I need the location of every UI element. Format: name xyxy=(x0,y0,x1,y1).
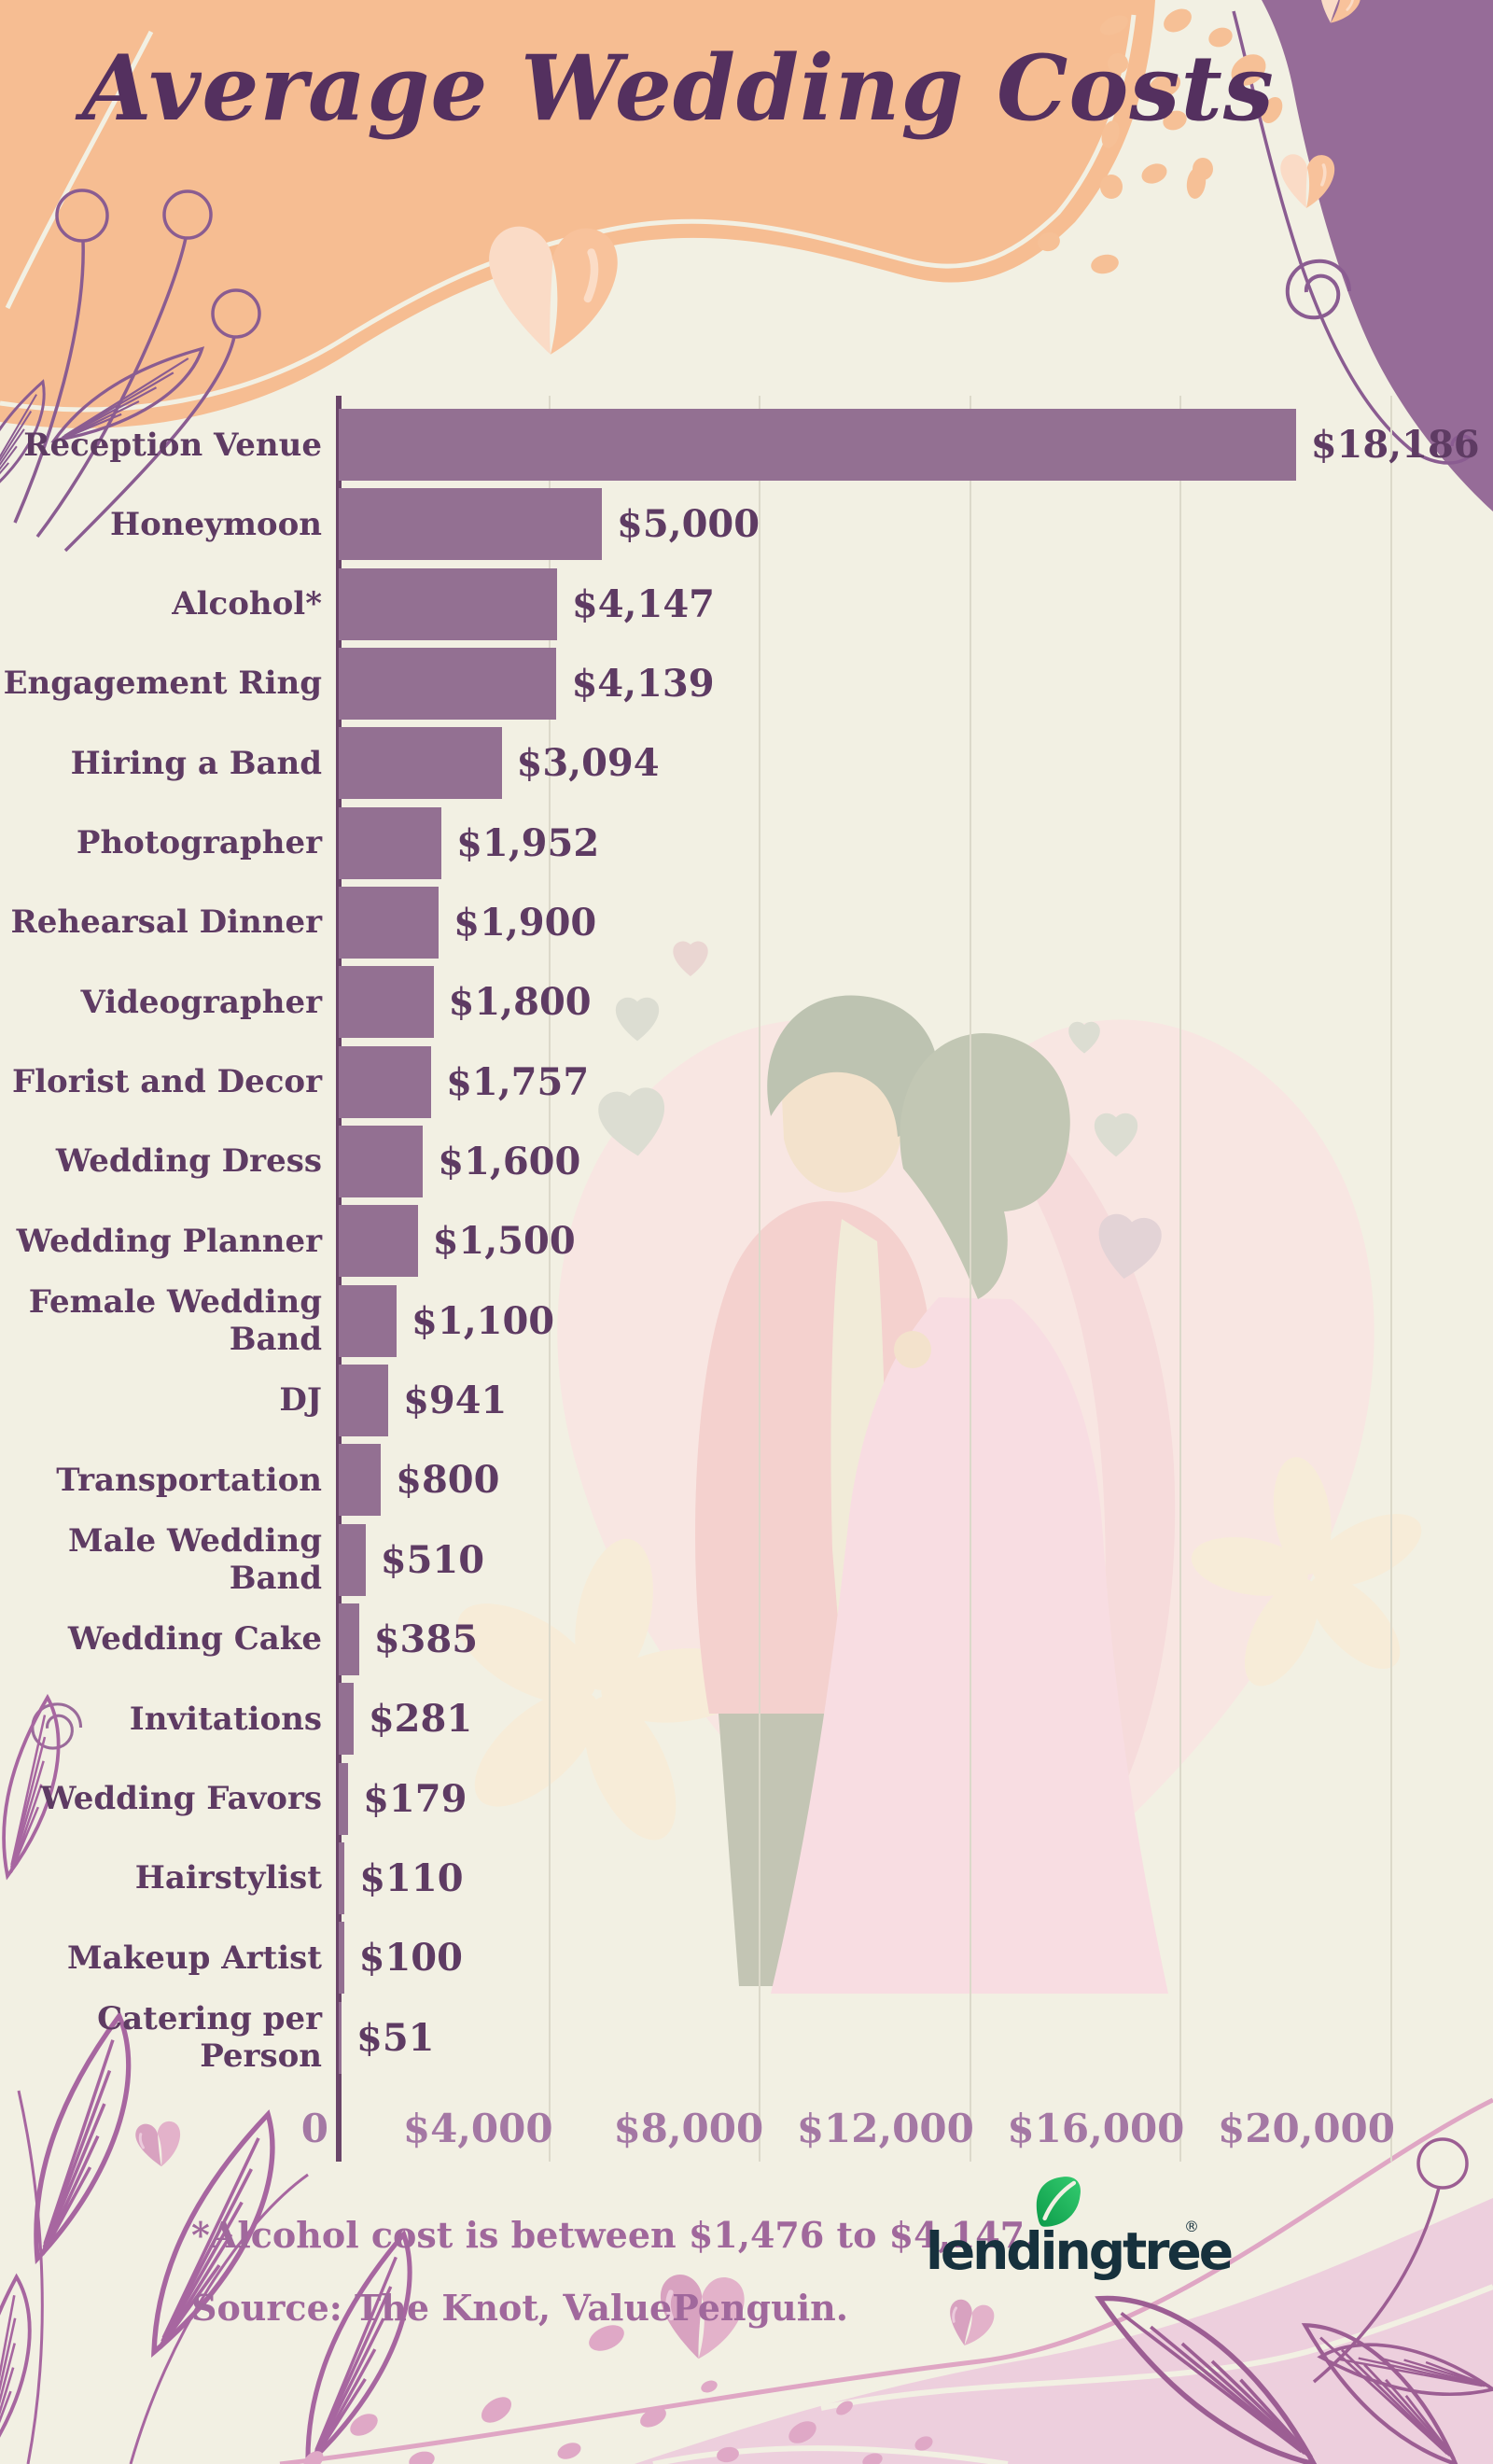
bar xyxy=(339,1523,366,1596)
bar xyxy=(339,727,502,800)
category-label: Photographer xyxy=(76,824,322,862)
bar xyxy=(339,567,557,640)
gridline xyxy=(759,396,761,2162)
category-label: Florist and Decor xyxy=(11,1063,322,1101)
value-label: $4,139 xyxy=(571,661,715,706)
category-label: Honeymoon xyxy=(110,505,322,543)
bar xyxy=(339,1922,344,1995)
value-label: $800 xyxy=(396,1458,500,1503)
bar xyxy=(339,1683,354,1756)
bar xyxy=(339,2001,342,2074)
value-label: $4,147 xyxy=(571,581,715,626)
x-axis-tick-label: $4,000 xyxy=(402,2106,553,2151)
gridline xyxy=(1390,396,1392,2162)
x-axis-tick-label: $12,000 xyxy=(796,2106,974,2151)
pink-hearts-and-petals xyxy=(133,2118,998,2464)
category-label: Alcohol* xyxy=(172,585,322,623)
value-label: $179 xyxy=(363,1776,467,1821)
value-label: $51 xyxy=(356,2015,435,2060)
value-label: $18,186 xyxy=(1310,423,1480,467)
bar xyxy=(339,1045,432,1118)
bar xyxy=(339,1603,359,1675)
bar xyxy=(339,1841,345,1914)
category-label: Catering per Person xyxy=(97,2000,322,2076)
bar xyxy=(339,1205,418,1278)
lendingtree-logo: lendingtree ® xyxy=(926,2177,1234,2281)
category-label: Hairstylist xyxy=(134,1859,322,1897)
category-label: Engagement Ring xyxy=(3,665,322,703)
bar xyxy=(339,806,442,879)
value-label: $385 xyxy=(373,1617,479,1661)
category-label: Makeup Artist xyxy=(67,1939,322,1977)
value-label: $1,100 xyxy=(412,1298,555,1343)
bar xyxy=(339,886,440,959)
peach-confetti xyxy=(1038,8,1283,274)
bar xyxy=(339,1284,398,1357)
footnote-alcohol: *Alcohol cost is between $1,476 to $4,14… xyxy=(191,2214,1038,2256)
lendingtree-wordmark: lendingtree xyxy=(926,2221,1234,2281)
gridline xyxy=(969,396,971,2162)
category-label: Female Wedding Band xyxy=(28,1283,322,1359)
bar xyxy=(339,966,434,1039)
category-label: Wedding Dress xyxy=(55,1142,322,1181)
y-axis-line xyxy=(336,396,342,2162)
category-label: Reception Venue xyxy=(23,426,322,464)
peach-blob xyxy=(0,0,1155,428)
category-label: Wedding Planner xyxy=(16,1222,322,1260)
value-label: $1,952 xyxy=(456,820,600,865)
category-label: Rehearsal Dinner xyxy=(10,903,323,942)
category-label: DJ xyxy=(279,1381,322,1420)
branch-line-art-bottom-left xyxy=(0,1695,467,2464)
value-label: $3,094 xyxy=(516,741,660,786)
bar xyxy=(339,1444,382,1517)
category-label: Invitations xyxy=(129,1700,322,1738)
bar xyxy=(339,488,602,561)
bar xyxy=(339,1762,349,1835)
registered-mark: ® xyxy=(1184,2218,1199,2235)
value-label: $1,757 xyxy=(446,1059,590,1104)
value-label: $510 xyxy=(380,1537,485,1582)
lendingtree-leaf-icon xyxy=(1036,2177,1081,2227)
gridline xyxy=(548,396,551,2162)
category-label: Wedding Favors xyxy=(40,1780,322,1818)
x-axis-tick-label: 0 xyxy=(300,2106,328,2151)
value-label: $1,500 xyxy=(432,1219,576,1264)
page-title: Average Wedding Costs xyxy=(82,35,1275,141)
category-label: Male Wedding Band xyxy=(67,1522,322,1598)
category-label: Transportation xyxy=(56,1461,322,1499)
value-label: $100 xyxy=(358,1936,463,1981)
x-axis-tick-label: $8,000 xyxy=(613,2106,764,2151)
branch-line-art-bottom-right xyxy=(1099,2137,1493,2464)
bar xyxy=(339,647,557,720)
value-label: $1,800 xyxy=(448,980,592,1025)
value-label: $281 xyxy=(368,1697,473,1742)
gridline xyxy=(1179,396,1182,2162)
value-label: $5,000 xyxy=(617,502,760,547)
bar xyxy=(339,1125,424,1197)
purple-corner-blob xyxy=(1232,0,1493,511)
value-label: $1,600 xyxy=(438,1139,581,1183)
bar xyxy=(339,1364,389,1436)
category-label: Hiring a Band xyxy=(70,744,322,782)
value-label: $941 xyxy=(403,1378,508,1422)
category-label: Videographer xyxy=(80,983,322,1021)
footnote-source: Source: The Knot, ValuePenguin. xyxy=(191,2287,849,2329)
branch-line-art-top-left xyxy=(0,189,261,553)
wedding-couple-watermark xyxy=(408,941,1450,1994)
x-axis-tick-label: $16,000 xyxy=(1007,2106,1185,2151)
bar xyxy=(339,409,1296,481)
x-axis-tick-label: $20,000 xyxy=(1218,2106,1395,2151)
value-label: $110 xyxy=(359,1855,464,1900)
value-label: $1,900 xyxy=(453,900,597,945)
category-label: Wedding Cake xyxy=(67,1620,322,1659)
